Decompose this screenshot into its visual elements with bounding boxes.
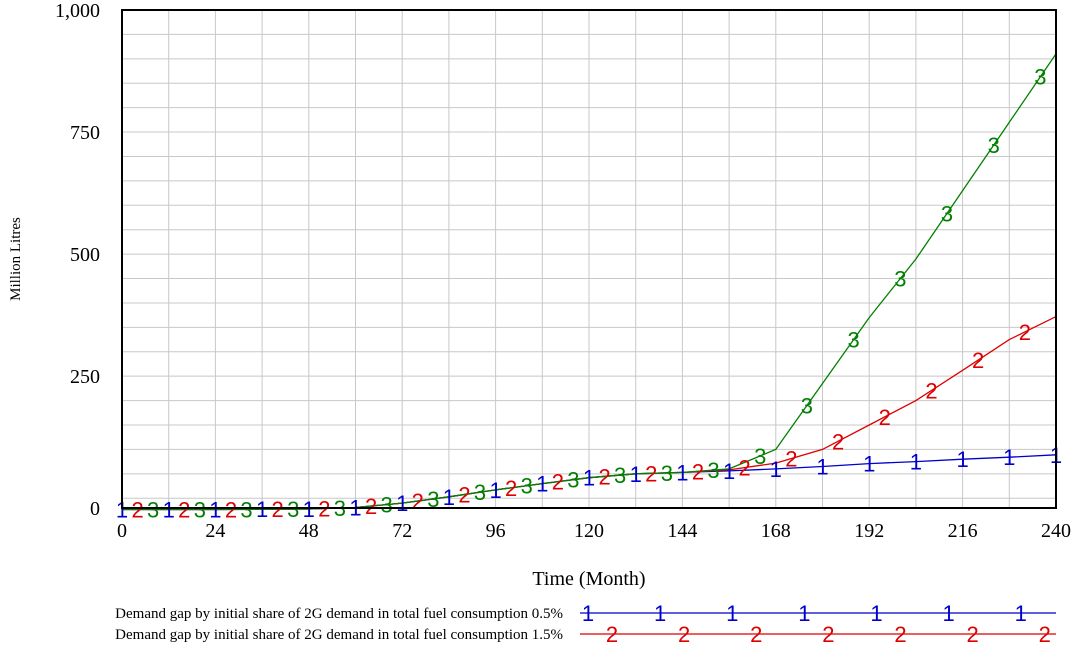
series-marker-1: 1 (910, 450, 922, 475)
legend-marker-2: 2 (678, 622, 690, 645)
legend-marker-2: 2 (750, 622, 762, 645)
legend-label-2: Demand gap by initial share of 2G demand… (115, 627, 563, 643)
series-marker-1: 1 (256, 497, 268, 522)
series-marker-2: 2 (739, 456, 751, 481)
series-marker-3: 3 (894, 267, 906, 292)
series-marker-2: 2 (785, 447, 797, 472)
series-marker-1: 1 (956, 447, 968, 472)
legend-marker-2: 2 (894, 622, 906, 645)
series-marker-2: 2 (412, 489, 424, 514)
legend-marker-1: 1 (1015, 601, 1027, 626)
x-tick-label: 72 (392, 520, 412, 542)
series-marker-1: 1 (303, 497, 315, 522)
legend-marker-1: 1 (798, 601, 810, 626)
series-marker-3: 3 (427, 487, 439, 512)
series-marker-3: 3 (661, 461, 673, 486)
y-tick-label: 250 (70, 366, 100, 388)
series-marker-1: 1 (489, 478, 501, 503)
series-markers: 1 1 1 1 1 1 1 1 1 1 1 1 1 1 1 1 1 1 1 1 12 2 2 2 2 2 2 2 2 2 2 2 2 2 22222… (116, 65, 1062, 523)
series-marker-1: 1 (163, 497, 175, 522)
x-tick-label: 240 (1041, 520, 1071, 542)
series-marker-2: 2 (832, 429, 844, 454)
series-marker-1: 1 (723, 459, 735, 484)
y-tick-label: 1,000 (55, 0, 100, 22)
series-marker-2: 2 (552, 470, 564, 495)
legend-marker-1: 1 (870, 601, 882, 626)
legend: Demand gap by initial share of 2G demand… (115, 601, 1056, 645)
series-marker-1: 1 (536, 472, 548, 497)
series-marker-2: 2 (925, 378, 937, 403)
x-tick-label: 192 (854, 520, 884, 542)
legend-marker-2: 2 (967, 622, 979, 645)
plot-frame (121, 9, 1057, 509)
y-axis-ticks: 1,000 750 500 250 0 (55, 0, 100, 520)
series-marker-2: 2 (645, 461, 657, 486)
series-marker-1: 1 (396, 491, 408, 516)
series-marker-2: 2 (365, 494, 377, 519)
legend-label-1: Demand gap by initial share of 2G demand… (115, 606, 563, 622)
series-marker-2: 2 (458, 482, 470, 507)
series-marker-1: 1 (770, 457, 782, 482)
legend-marker-2: 2 (822, 622, 834, 645)
legend-marker-2: 2 (1039, 622, 1051, 645)
series-marker-2: 2 (692, 460, 704, 485)
series-marker-1: 1 (443, 485, 455, 510)
legend-marker-1: 1 (582, 601, 594, 626)
x-tick-label: 120 (574, 520, 604, 542)
y-tick-label: 500 (70, 244, 100, 266)
x-tick-label: 144 (667, 520, 697, 542)
series-marker-1: 1 (583, 466, 595, 491)
series-marker-3: 3 (147, 497, 159, 522)
y-axis-label: Million Litres (8, 217, 24, 301)
series-marker-1: 1 (676, 460, 688, 485)
series-marker-3: 3 (988, 133, 1000, 158)
series-marker-3: 3 (707, 458, 719, 483)
x-tick-label: 0 (117, 520, 127, 542)
x-tick-label: 48 (299, 520, 319, 542)
x-tick-label: 24 (205, 520, 225, 542)
series-marker-2: 2 (972, 348, 984, 373)
series-marker-3: 3 (287, 497, 299, 522)
series-marker-2: 2 (131, 497, 143, 522)
series-marker-3: 3 (474, 480, 486, 505)
y-tick-label: 750 (70, 122, 100, 144)
series-marker-1: 1 (1003, 445, 1015, 470)
series-marker-3: 3 (801, 393, 813, 418)
series-marker-3: 3 (848, 328, 860, 353)
series-marker-2: 2 (505, 476, 517, 501)
series-marker-1: 1 (630, 462, 642, 487)
series-marker-3: 3 (941, 201, 953, 226)
legend-marker-1: 1 (654, 601, 666, 626)
series-marker-2: 2 (225, 497, 237, 522)
x-tick-label: 216 (948, 520, 978, 542)
series-marker-2: 2 (879, 405, 891, 430)
y-tick-label: 0 (90, 498, 100, 520)
x-tick-label: 96 (486, 520, 506, 542)
series-marker-2: 2 (272, 497, 284, 522)
series-marker-3: 3 (567, 468, 579, 493)
series-marker-3: 3 (1034, 65, 1046, 90)
series-marker-3: 3 (381, 493, 393, 518)
series-marker-3: 3 (614, 463, 626, 488)
series-marker-3: 3 (521, 474, 533, 499)
x-tick-label: 168 (761, 520, 791, 542)
legend-marker-1: 1 (942, 601, 954, 626)
legend-marker-2: 2 (606, 622, 618, 645)
x-axis-ticks: 0 24 48 72 96 120 144 168 192 216 240 (117, 520, 1071, 542)
series-marker-3: 3 (240, 497, 252, 522)
x-axis-label: Time (Month) (532, 568, 645, 590)
series-marker-1: 1 (816, 455, 828, 480)
series-marker-1: 1 (863, 452, 875, 477)
series-marker-2: 2 (1019, 320, 1031, 345)
series-marker-2: 2 (598, 464, 610, 489)
series-marker-3: 3 (754, 444, 766, 469)
legend-marker-1: 1 (726, 601, 738, 626)
series-marker-1: 1 (209, 497, 221, 522)
series-marker-3: 3 (194, 497, 206, 522)
series-marker-2: 2 (178, 497, 190, 522)
series-marker-1: 1 (116, 497, 128, 522)
